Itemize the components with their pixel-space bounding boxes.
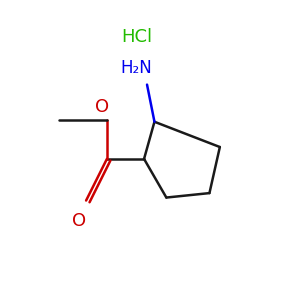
Text: O: O	[72, 212, 86, 230]
Text: O: O	[95, 98, 109, 116]
Text: H₂N: H₂N	[121, 59, 152, 77]
Text: HCl: HCl	[121, 28, 152, 46]
